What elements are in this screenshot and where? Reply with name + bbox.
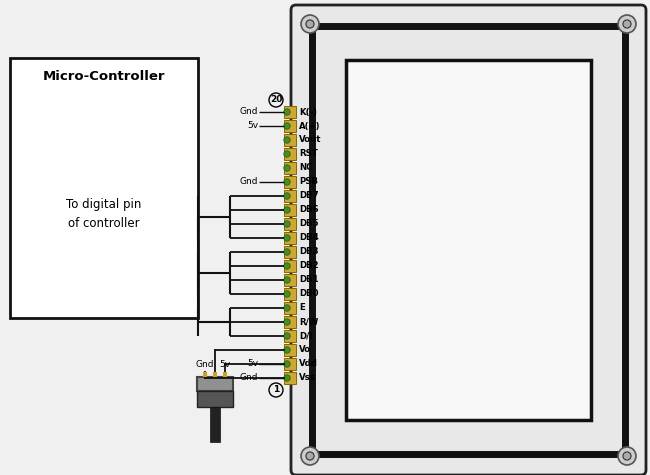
Text: Vo: Vo (299, 345, 311, 354)
Bar (284, 372, 296, 384)
Bar (284, 134, 296, 146)
Bar (284, 358, 296, 370)
Bar (284, 288, 296, 300)
FancyBboxPatch shape (291, 5, 646, 475)
Bar (284, 260, 296, 272)
Bar (284, 190, 296, 202)
Circle shape (284, 319, 290, 325)
Circle shape (284, 333, 290, 339)
Text: 5v: 5v (220, 360, 231, 369)
Circle shape (284, 207, 290, 213)
Text: 5v: 5v (247, 122, 258, 131)
Circle shape (284, 305, 290, 311)
Text: 1: 1 (273, 386, 279, 395)
Circle shape (618, 447, 636, 465)
Text: DB2: DB2 (299, 262, 318, 270)
Bar (284, 204, 296, 216)
Circle shape (284, 361, 290, 367)
Text: Gnd: Gnd (239, 373, 258, 382)
Circle shape (284, 221, 290, 227)
Circle shape (284, 151, 290, 157)
Bar (284, 120, 296, 132)
Text: Gnd: Gnd (196, 360, 215, 369)
Bar (284, 148, 296, 160)
Circle shape (618, 15, 636, 33)
Bar (284, 344, 296, 356)
Text: DB3: DB3 (299, 247, 318, 257)
Text: DB6: DB6 (299, 206, 318, 215)
Circle shape (284, 123, 290, 129)
Circle shape (284, 137, 290, 143)
Text: DB1: DB1 (299, 276, 318, 285)
Bar (284, 232, 296, 244)
Circle shape (284, 193, 290, 199)
Circle shape (284, 277, 290, 283)
Bar (197, 377, 233, 391)
Bar (284, 176, 296, 188)
Text: 20: 20 (270, 95, 282, 104)
Bar (284, 274, 296, 286)
Circle shape (284, 263, 290, 269)
Text: Gnd: Gnd (239, 178, 258, 187)
Text: D/I: D/I (299, 332, 313, 341)
Circle shape (284, 165, 290, 171)
Circle shape (301, 447, 319, 465)
Circle shape (301, 15, 319, 33)
Circle shape (623, 20, 631, 28)
Circle shape (284, 179, 290, 185)
Circle shape (284, 109, 290, 115)
Text: NC: NC (299, 163, 313, 172)
Text: DB4: DB4 (299, 234, 318, 243)
Bar (284, 218, 296, 230)
Text: Vdd: Vdd (299, 360, 318, 369)
Text: Micro-Controller: Micro-Controller (43, 69, 165, 83)
Bar (210, 407, 220, 442)
Text: DB7: DB7 (299, 191, 318, 200)
Bar (10, 58, 198, 318)
Circle shape (306, 452, 314, 460)
Circle shape (284, 235, 290, 241)
Circle shape (623, 452, 631, 460)
Text: A(+): A(+) (299, 122, 320, 131)
Bar (284, 316, 296, 328)
Bar (284, 302, 296, 314)
Circle shape (284, 291, 290, 297)
Bar (284, 330, 296, 342)
Text: To digital pin
of controller: To digital pin of controller (66, 198, 142, 230)
Text: Gnd: Gnd (239, 107, 258, 116)
Text: PSB: PSB (299, 178, 318, 187)
Bar (312, 26, 625, 454)
Circle shape (284, 375, 290, 381)
Bar (197, 391, 233, 407)
Bar (346, 60, 591, 420)
Text: Vout: Vout (299, 135, 322, 144)
Bar (284, 162, 296, 174)
Text: R/W: R/W (299, 317, 318, 326)
Text: K(-): K(-) (299, 107, 317, 116)
Text: RST: RST (299, 150, 318, 159)
Text: E: E (299, 304, 305, 313)
Circle shape (284, 249, 290, 255)
Text: 5v: 5v (247, 360, 258, 369)
Text: DB0: DB0 (299, 289, 318, 298)
Text: DB5: DB5 (299, 219, 318, 228)
Circle shape (306, 20, 314, 28)
Bar (284, 106, 296, 118)
Text: Vss: Vss (299, 373, 316, 382)
Bar (284, 246, 296, 258)
Circle shape (284, 347, 290, 353)
